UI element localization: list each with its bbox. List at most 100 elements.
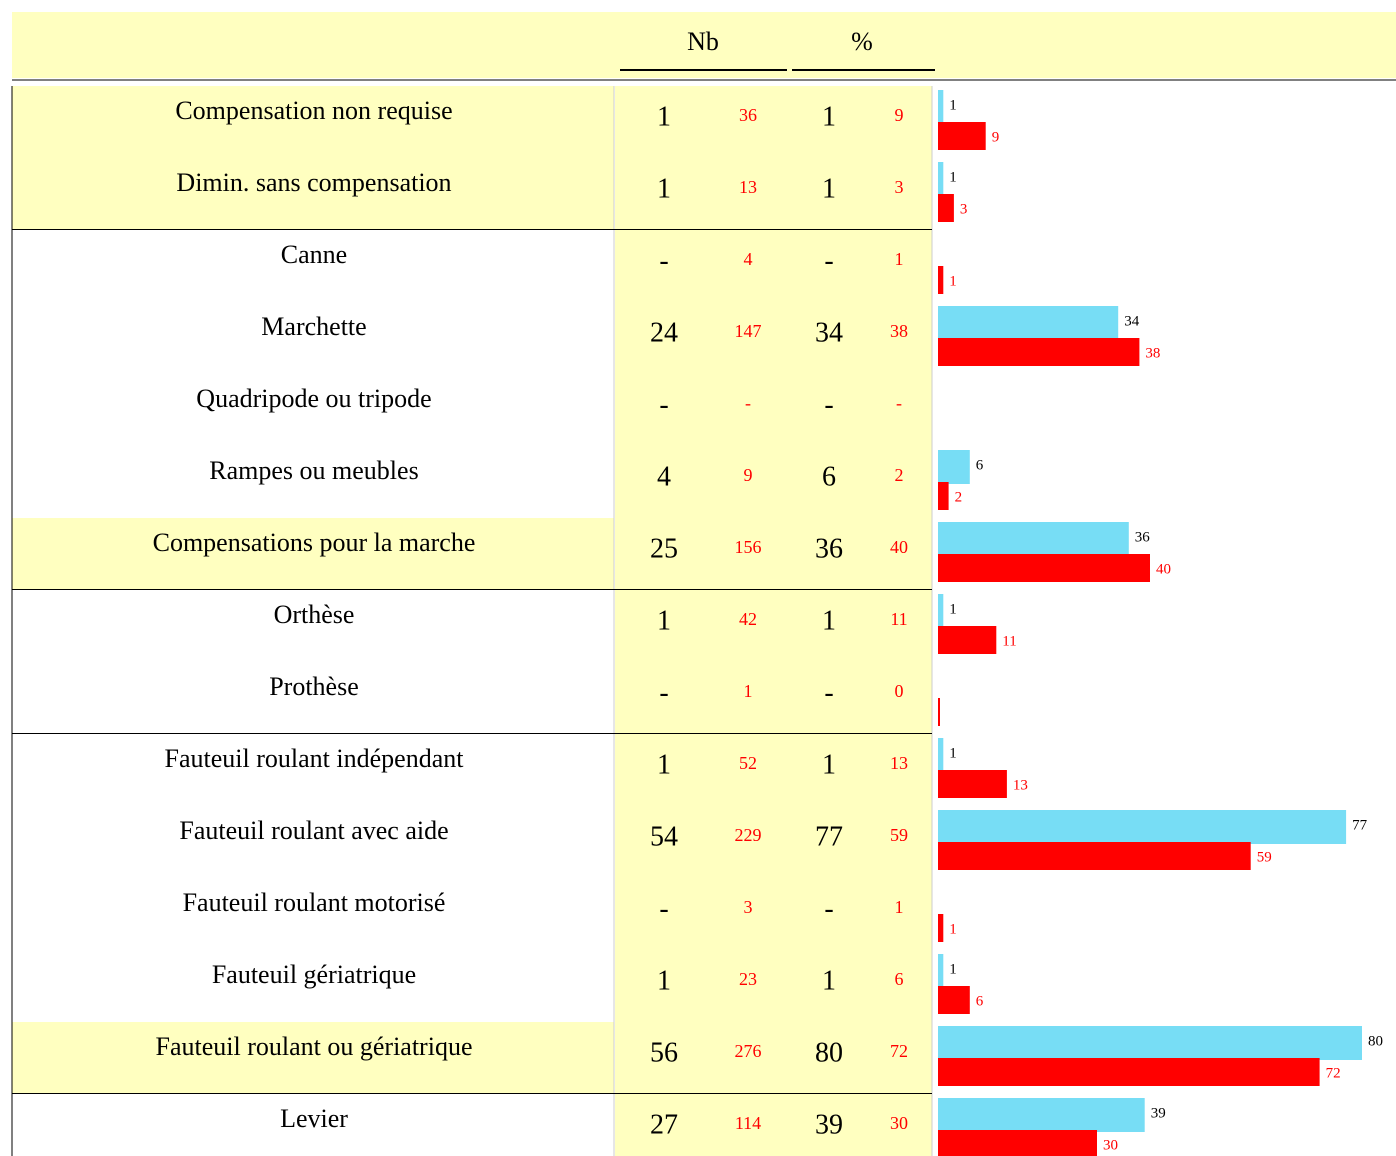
header-nb: Nb: [687, 27, 719, 56]
bar-label: 77: [1352, 817, 1368, 833]
nb-ref: 156: [735, 537, 762, 557]
bar-label: 9: [992, 129, 1000, 145]
bar-label: 1: [949, 97, 957, 113]
pct-ref: -: [896, 393, 902, 413]
bar-label: 1: [949, 601, 957, 617]
nb: -: [659, 245, 668, 276]
label-bg: [12, 518, 614, 590]
nb: 54: [650, 821, 678, 852]
bar: [938, 306, 1119, 340]
row-label: Orthèse: [274, 600, 355, 629]
pct: 34: [815, 317, 843, 348]
bar-label: 2: [955, 489, 963, 505]
pct-ref: 40: [890, 537, 908, 557]
nb: 1: [657, 605, 671, 636]
row-label: Dimin. sans compensation: [176, 168, 451, 197]
bar-label: 34: [1124, 313, 1140, 329]
bar: [938, 266, 944, 294]
pct-ref: 9: [895, 105, 904, 125]
pct: 36: [815, 533, 843, 564]
nb-ref: 114: [735, 1113, 761, 1133]
pct-ref: 3: [895, 177, 904, 197]
bar-label: 30: [1103, 1137, 1118, 1153]
pct: 1: [822, 749, 836, 780]
row-label: Fauteuil gériatrique: [212, 960, 416, 989]
header-bg: [12, 12, 1396, 78]
nb-ref: -: [745, 393, 751, 413]
nb: 1: [657, 749, 671, 780]
nb-ref: 147: [735, 321, 762, 341]
nb: 1: [657, 101, 671, 132]
bar: [938, 90, 944, 124]
row-label: Rampes ou meubles: [209, 456, 418, 485]
row-label: Prothèse: [269, 672, 359, 701]
bar-label: 80: [1368, 1033, 1383, 1049]
nb-ref: 36: [739, 105, 757, 125]
pct-ref: 72: [890, 1041, 908, 1061]
nb-ref: 23: [739, 969, 757, 989]
bar: [938, 770, 1007, 798]
bar: [938, 626, 997, 654]
nb: 27: [650, 1109, 678, 1140]
bar-label: 72: [1326, 1065, 1341, 1081]
nb-ref: 276: [735, 1041, 762, 1061]
pct: 1: [822, 173, 836, 204]
row-label: Fauteuil roulant ou gériatrique: [156, 1032, 473, 1061]
bar-label: 59: [1257, 849, 1272, 865]
bar-label: 13: [1013, 777, 1028, 793]
bar-label: 6: [976, 457, 984, 473]
row-label: Compensations pour la marche: [153, 528, 476, 557]
nb-ref: 9: [744, 465, 753, 485]
nb-ref: 1: [744, 681, 753, 701]
nb: 25: [650, 533, 678, 564]
pct-ref: 2: [895, 465, 904, 485]
pct: 77: [815, 821, 843, 852]
bar: [938, 1026, 1362, 1060]
pct: -: [824, 677, 833, 708]
label-bg: [12, 158, 614, 230]
bar: [938, 1130, 1097, 1156]
row-label: Quadripode ou tripode: [196, 384, 431, 413]
pct: 6: [822, 461, 836, 492]
bar-label: 1: [949, 169, 957, 185]
bar: [938, 554, 1150, 582]
pct-ref: 1: [895, 897, 904, 917]
nb-ref: 42: [739, 609, 757, 629]
pct: 39: [815, 1109, 843, 1140]
bar: [938, 194, 954, 222]
row-label: Fauteuil roulant motorisé: [183, 888, 446, 917]
bar: [938, 450, 970, 484]
pct: 1: [822, 965, 836, 996]
row-label: Compensation non requise: [175, 96, 452, 125]
row-label: Marchette: [261, 312, 366, 341]
pct: 1: [822, 101, 836, 132]
pct-ref: 1: [895, 249, 904, 269]
pct-ref: 13: [890, 753, 908, 773]
value-columns-bg: [615, 86, 932, 1156]
bar-label: 40: [1156, 561, 1171, 577]
row-label: Fauteuil roulant avec aide: [179, 816, 448, 845]
pct-ref: 59: [890, 825, 908, 845]
row-label: Levier: [280, 1104, 348, 1133]
nb: -: [659, 389, 668, 420]
bar: [938, 738, 944, 772]
nb-ref: 3: [744, 897, 753, 917]
nb: 1: [657, 173, 671, 204]
row-label: Fauteuil roulant indépendant: [165, 744, 465, 773]
nb: -: [659, 893, 668, 924]
pct: 1: [822, 605, 836, 636]
bar-label: 1: [949, 745, 957, 761]
bar-label: 1: [949, 921, 957, 937]
nb: 1: [657, 965, 671, 996]
pct: 80: [815, 1037, 843, 1068]
pct-ref: 38: [890, 321, 908, 341]
nb: 4: [657, 461, 671, 492]
nb: -: [659, 677, 668, 708]
label-bg: [12, 86, 614, 158]
pct: -: [824, 245, 833, 276]
bar-label: 1: [949, 961, 957, 977]
bar: [938, 914, 944, 942]
bar: [938, 122, 986, 150]
bar: [938, 522, 1129, 556]
